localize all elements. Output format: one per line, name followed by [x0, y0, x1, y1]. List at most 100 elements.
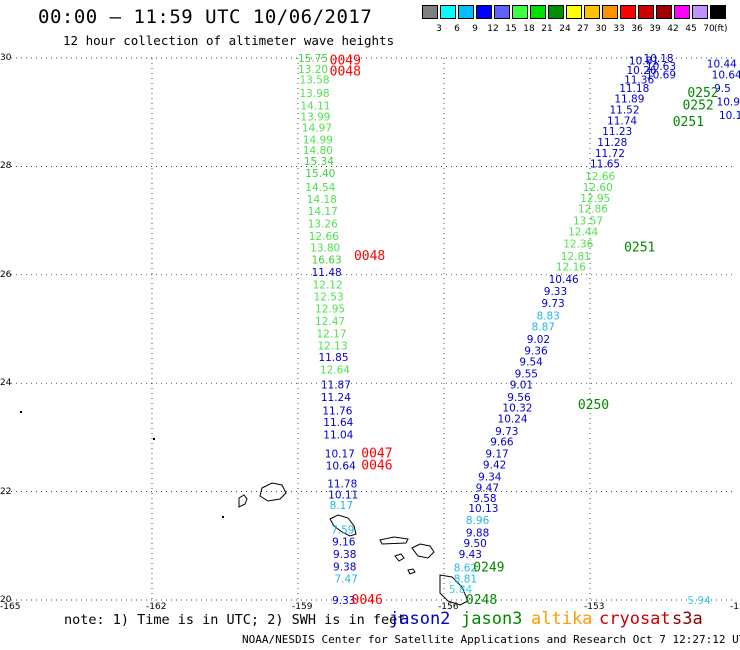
y-tick-label: 20: [0, 595, 12, 605]
swh-value-label: 11.23: [602, 126, 632, 138]
swh-value-label: 11.18: [619, 83, 649, 95]
hawaii-islands: [238, 482, 469, 606]
x-tick-label: -162: [146, 602, 167, 612]
swh-value-label: 13.57: [573, 216, 603, 228]
legend-jason2: jason2: [389, 609, 451, 629]
swh-value-label: 10.24: [498, 413, 528, 425]
swh-value-label: 13.99: [300, 112, 330, 124]
swh-value-label: 11.48: [312, 267, 342, 279]
swh-value-label: 14.18: [307, 194, 337, 206]
swh-value-label: 12.12: [313, 280, 343, 292]
swh-value-label: 9.17: [485, 449, 508, 461]
swh-value-label: 14.17: [308, 206, 338, 218]
swh-value-label: 8.62: [454, 562, 477, 574]
pass-time-label: 0049: [330, 54, 361, 69]
x-tick-label: -165: [0, 602, 21, 612]
scale-swatch: [440, 5, 456, 19]
island-kahoolawe: [407, 568, 416, 575]
grid-lines: [6, 57, 736, 601]
swh-value-label: 10.26: [627, 65, 657, 77]
swh-value-label: 9.33: [544, 286, 567, 298]
scale-swatch: [512, 5, 528, 19]
swh-value-label: 10.1: [719, 110, 740, 122]
swh-value-label: 13.98: [299, 88, 329, 100]
swh-value-label: 12.53: [314, 291, 344, 303]
stray-point: [20, 411, 22, 413]
scale-swatch: [548, 5, 564, 19]
legend-cryosat: cryosat: [599, 609, 671, 629]
stray-points: [20, 411, 224, 518]
x-tick-label: -159: [292, 602, 313, 612]
x-tick-label: -153: [584, 602, 605, 612]
swh-value-label: 9.56: [507, 392, 531, 404]
swh-value-label: 15.40: [305, 168, 335, 180]
swh-value-label: 12.16: [556, 262, 586, 274]
legend-jason3: jason3: [461, 609, 523, 629]
pass-time-label: 0047: [361, 447, 392, 462]
swh-value-label: 7.47: [335, 573, 358, 585]
swh-value-label: 9.42: [483, 460, 506, 472]
scale-label: 42: [667, 24, 679, 34]
y-tick-label: 22: [0, 486, 12, 497]
swh-value-label: 9.88: [466, 527, 489, 539]
swh-value-label: 9.01: [510, 379, 533, 391]
swh-value-label: 11.65: [590, 159, 620, 171]
swh-value-label: 12.44: [568, 226, 598, 238]
swh-value-label: 10.46: [549, 274, 579, 286]
legend-altika: altika: [531, 609, 593, 629]
pass-time-label: 0048: [354, 249, 385, 264]
swh-value-label: 11.87: [321, 379, 351, 391]
pass-time-label: 0046: [352, 593, 383, 608]
island-molokai: [379, 536, 409, 545]
swh-value-label: 12.95: [580, 193, 610, 205]
scale-swatch: [494, 5, 510, 19]
scale-label: 9: [472, 24, 478, 34]
scale-swatch: [476, 5, 492, 19]
swh-value-label: 15.34: [304, 156, 334, 168]
scale-swatch: [458, 5, 474, 19]
swh-value-label: 5.94: [687, 595, 711, 607]
swh-value-label: 11.76: [322, 405, 352, 417]
swh-value-label: 11.74: [607, 115, 637, 127]
swh-value-label: 12.36: [563, 238, 593, 250]
swh-value-label: 12.64: [320, 365, 350, 377]
scale-label: 12: [487, 24, 499, 34]
stray-point: [222, 516, 224, 518]
swh-value-label: 11.85: [318, 352, 348, 364]
scale-label: 45: [685, 24, 697, 34]
scale-unit-label: (ft): [714, 24, 728, 34]
pass-time-label: 0048: [330, 65, 361, 80]
swh-value-label: 10.63: [646, 61, 676, 73]
y-tick-label: 24: [0, 378, 12, 389]
swh-value-label: 10.64: [326, 461, 356, 473]
swh-value-label: 11.04: [323, 430, 353, 442]
scale-swatch: [530, 5, 546, 19]
map-title: 00:00 — 11:59 UTC 10/06/2017: [38, 6, 373, 28]
swh-value-label: 11.24: [321, 392, 351, 404]
scale-label: 39: [649, 24, 661, 34]
swh-value-label: 10.18: [644, 53, 674, 65]
pass-time-label: 0251: [673, 115, 704, 130]
swh-value-label: 12.66: [585, 171, 615, 183]
scale-label: 30: [595, 24, 607, 34]
swh-value-label: 13.20: [298, 64, 328, 76]
swh-value-label: 8.87: [532, 321, 555, 333]
swh-value-label: 9.16: [332, 536, 356, 548]
swh-value-label: 9.73: [495, 426, 518, 438]
swh-value-label: 10.64: [712, 69, 740, 81]
y-tick-label: 26: [0, 269, 12, 280]
swh-value-label: 9.02: [527, 334, 550, 346]
stray-point: [153, 438, 155, 440]
swh-value-label: 14.97: [302, 122, 332, 134]
swh-value-label: 11.52: [609, 104, 639, 116]
scale-swatch: [656, 5, 672, 19]
y-tick-label: 30: [0, 53, 12, 63]
swh-value-label: 8.83: [536, 310, 559, 322]
pass-time-label: 0252: [682, 99, 713, 114]
scale-swatch: [422, 5, 438, 19]
scale-label: 27: [577, 24, 589, 34]
swh-value-label: 13.80: [310, 243, 340, 255]
scale-swatch: [584, 5, 600, 19]
